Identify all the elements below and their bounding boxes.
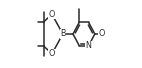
Text: N: N — [86, 41, 92, 50]
Text: O: O — [98, 30, 105, 38]
Text: B: B — [60, 30, 66, 38]
Text: O: O — [49, 49, 55, 58]
Text: O: O — [49, 10, 55, 19]
